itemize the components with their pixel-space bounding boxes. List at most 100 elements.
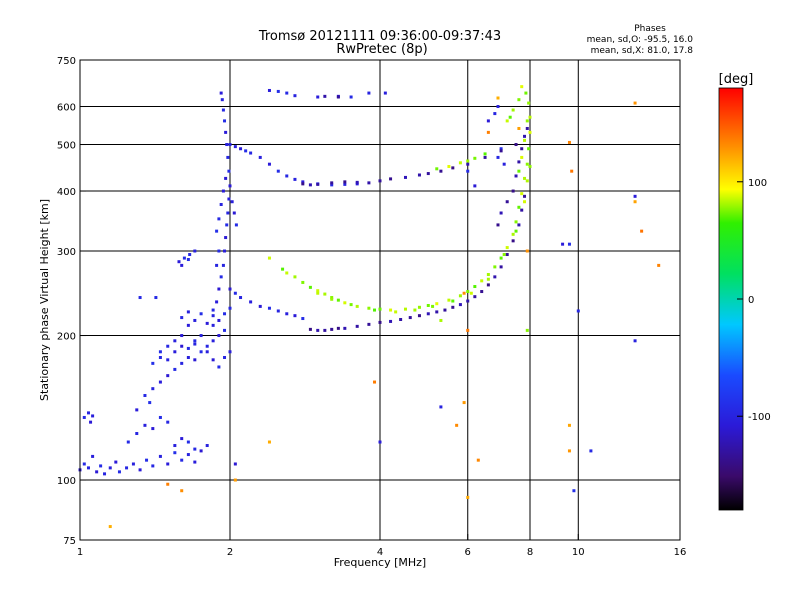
data-point (499, 211, 503, 215)
data-point (267, 162, 271, 166)
data-point (193, 342, 197, 346)
data-point (316, 291, 320, 295)
data-point (135, 432, 139, 436)
data-point (483, 152, 487, 156)
data-point (466, 162, 470, 166)
data-point (505, 200, 509, 204)
data-point (633, 339, 637, 343)
data-point (499, 265, 503, 269)
data-point (323, 328, 327, 332)
data-point (228, 306, 232, 310)
data-point (308, 285, 312, 289)
data-point (227, 169, 231, 173)
data-point (219, 91, 223, 95)
data-point (373, 380, 377, 384)
data-point (336, 326, 340, 330)
data-point (193, 447, 197, 451)
data-point (316, 328, 320, 332)
data-point (336, 298, 340, 302)
data-point (511, 108, 515, 112)
data-point (217, 217, 221, 221)
data-point (523, 134, 527, 138)
data-point (154, 296, 158, 300)
data-point (221, 108, 225, 112)
data-point (232, 211, 236, 215)
data-point (91, 414, 95, 418)
data-point (355, 304, 359, 308)
data-point (225, 143, 229, 147)
data-point (517, 169, 521, 173)
x-tick-label: 10 (572, 547, 585, 558)
data-point (343, 180, 347, 184)
data-point (217, 334, 221, 338)
colorbar-ticks: 100 0 -100 (737, 178, 771, 423)
data-point (233, 478, 237, 482)
data-point (227, 197, 231, 201)
data-point (431, 304, 435, 308)
data-point (215, 229, 219, 233)
data-point (466, 290, 470, 294)
data-point (520, 85, 524, 89)
data-point (215, 300, 219, 304)
data-point (166, 344, 170, 348)
data-point (226, 211, 230, 215)
data-point (499, 149, 503, 153)
data-point (367, 322, 371, 326)
data-point (486, 119, 490, 123)
data-point (517, 223, 521, 227)
data-point (633, 101, 637, 105)
data-point (225, 223, 229, 227)
data-point (217, 287, 221, 291)
data-point (343, 301, 347, 305)
data-point (166, 482, 170, 486)
data-point (417, 173, 421, 177)
data-point (520, 208, 524, 212)
data-point (570, 169, 574, 173)
data-point (466, 169, 470, 173)
data-point (323, 94, 327, 98)
data-point (514, 143, 518, 147)
data-point (435, 167, 439, 171)
data-point (173, 451, 177, 455)
data-point (186, 355, 190, 359)
data-point (180, 334, 184, 338)
data-point (186, 310, 190, 314)
data-point (316, 95, 320, 99)
data-point (561, 242, 565, 246)
data-point (267, 306, 271, 310)
data-point (576, 309, 580, 313)
data-point (499, 256, 503, 260)
data-point (520, 155, 524, 159)
colorbar-label: [deg] (719, 72, 754, 87)
data-point (330, 183, 334, 187)
chart-subtitle: RwPretec (8p) (336, 42, 427, 57)
data-point (336, 95, 340, 99)
data-point (228, 350, 232, 354)
data-point (426, 303, 430, 307)
y-tick-label: 500 (57, 141, 76, 152)
data-point (520, 192, 524, 196)
data-point (408, 316, 412, 320)
data-point (173, 339, 177, 343)
data-point (285, 174, 289, 178)
data-point (301, 180, 305, 184)
data-point (439, 318, 443, 322)
data-point (466, 328, 470, 332)
data-point (367, 306, 371, 310)
data-point (525, 119, 529, 123)
data-point (473, 285, 477, 289)
data-point (166, 358, 170, 362)
data-point (462, 401, 466, 405)
data-point (451, 299, 455, 303)
data-point (186, 258, 190, 262)
data-point (276, 309, 280, 313)
data-point (151, 361, 155, 365)
data-point (323, 292, 327, 296)
data-point (99, 464, 103, 468)
y-tick-label: 100 (57, 476, 76, 487)
data-point (244, 149, 248, 153)
data-point (219, 202, 223, 206)
data-point (205, 444, 209, 448)
y-tick-label: 400 (57, 187, 76, 198)
data-point (520, 147, 524, 151)
